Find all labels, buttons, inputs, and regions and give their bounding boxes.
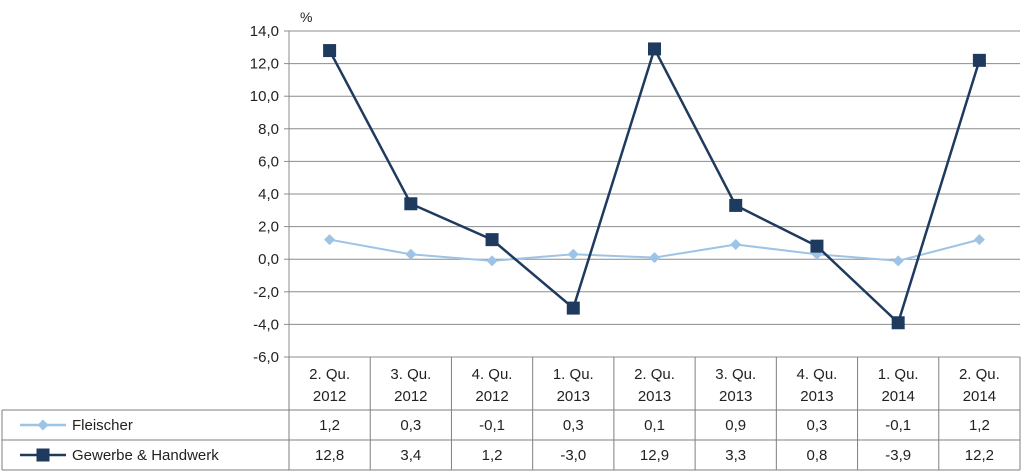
legend-label: Gewerbe & Handwerk [72,447,219,464]
y-unit-label: % [300,9,312,25]
data-label: 12,2 [965,447,994,464]
x-tick-label: 4. Qu. [472,366,513,383]
data-point [891,316,905,330]
x-tick-label: 2014 [881,388,914,405]
y-tick-label: -2,0 [253,284,279,301]
data-point [405,248,417,260]
x-tick-label: 2. Qu. [634,366,675,383]
data-point [648,42,661,56]
data-point [730,239,742,251]
y-tick-label: 6,0 [258,153,279,170]
legend-marker [37,419,49,431]
data-point [972,53,986,67]
x-tick-label: 2012 [313,388,346,405]
y-tick-label: 2,0 [258,219,279,236]
data-table: 2. Qu. 2012 3. Qu. 2012 4. Qu. 2012 1. Qu. 2013… [1,357,1021,471]
x-tick-label: 2013 [638,388,671,405]
x-tick-label: 2012 [475,388,508,405]
data-point [567,248,579,260]
data-point [323,44,337,58]
y-tick-label: -6,0 [253,349,279,366]
data-label: 3,4 [400,447,421,464]
series-line [328,47,981,325]
x-tick-label: 2. Qu. [309,366,350,383]
x-tick-label: 2012 [394,388,427,405]
data-label: 12,8 [315,447,344,464]
x-tick-label: 1. Qu. [878,366,919,383]
data-label: 0,9 [725,417,746,434]
x-tick-label: 2013 [719,388,752,405]
data-point [810,239,824,253]
data-label: 0,3 [400,417,421,434]
data-point [485,233,499,247]
gridlines [289,30,1020,358]
data-label: 1,2 [319,417,340,434]
data-label: 0,3 [563,417,584,434]
data-label: 0,8 [807,447,828,464]
y-axis: 14,0 12,0 10,0 8,0 6,0 4,0 2,0 0,0 -2,0 -4,0 -6,0 [250,23,290,366]
data-point [486,255,498,267]
y-tick-label: 4,0 [258,186,279,203]
data-label: 1,2 [482,447,503,464]
y-tick-label: 10,0 [250,88,279,105]
data-point [892,255,904,267]
x-tick-label: 3. Qu. [715,366,756,383]
data-label: 12,9 [640,447,669,464]
data-point [729,198,743,212]
legend-label: Fleischer [72,417,133,434]
x-tick-label: 4. Qu. [797,366,838,383]
data-label: 0,3 [807,417,828,434]
x-tick-label: 2013 [800,388,833,405]
data-point [649,252,660,264]
data-label: -0,1 [885,417,911,434]
data-label: 0,1 [644,417,665,434]
data-point [566,301,580,315]
y-tick-label: 8,0 [258,121,279,138]
series-lines [323,42,986,330]
legend-marker [36,448,50,462]
data-point [404,197,418,211]
data-label: -0,1 [479,417,505,434]
data-point [973,234,985,246]
y-tick-label: 0,0 [258,251,279,268]
y-tick-label: 12,0 [250,56,279,73]
data-label: -3,9 [885,447,911,464]
data-point [324,234,336,246]
x-tick-label: 1. Qu. [553,366,594,383]
x-tick-label: 2014 [963,388,996,405]
x-tick-label: 3. Qu. [390,366,431,383]
data-label: 1,2 [969,417,990,434]
y-tick-label: -4,0 [253,316,279,333]
x-tick-label: 2. Qu. [959,366,1000,383]
data-label: 3,3 [725,447,746,464]
data-label: -3,0 [560,447,586,464]
x-tick-label: 2013 [557,388,590,405]
y-tick-label: 14,0 [250,23,279,40]
